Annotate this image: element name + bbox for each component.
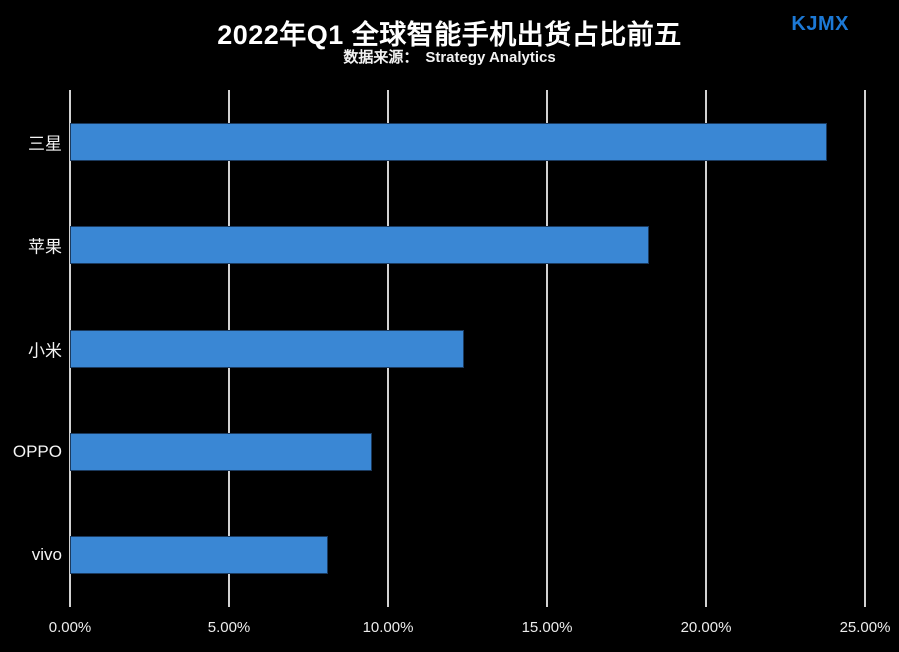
bar-苹果 xyxy=(70,226,649,265)
subtitle-source: Strategy Analytics xyxy=(425,49,556,66)
y-tick-label-小米: 小米 xyxy=(28,341,62,360)
bar-vivo xyxy=(70,536,328,575)
subtitle-label: 数据来源： xyxy=(343,49,419,66)
y-axis-labels: 三星苹果小米 OPPO vivo xyxy=(0,0,62,652)
chart-subtitle: 数据来源： Strategy Analytics xyxy=(0,46,899,67)
gridline-15.00% xyxy=(546,90,548,607)
gridline-20.00% xyxy=(705,90,707,607)
bar-小米 xyxy=(70,329,465,368)
y-tick-label-三星: 三星 xyxy=(28,134,62,154)
plot-area xyxy=(69,90,866,607)
x-tick-label-5.00%: 5.00% xyxy=(207,619,251,636)
x-tick-label-15.00%: 15.00% xyxy=(521,619,573,636)
gridline-25.00% xyxy=(864,90,866,607)
x-tick-label-0.00%: 0.00% xyxy=(48,619,92,636)
watermark-kjmx: KJMX xyxy=(791,13,849,35)
y-tick-label-vivo: vivo xyxy=(31,545,62,565)
x-tick-label-25.00%: 25.00% xyxy=(839,619,891,636)
x-tick-label-10.00%: 10.00% xyxy=(362,619,414,636)
y-tick-label-OPPO: OPPO xyxy=(12,441,62,461)
y-tick-label-苹果: 苹果 xyxy=(28,237,62,257)
x-tick-label-20.00%: 20.00% xyxy=(680,619,732,636)
bar-OPPO xyxy=(70,432,373,471)
chart-title: 2022年Q1 全球智能手机出货占比前五 xyxy=(217,20,682,50)
bar-三星 xyxy=(70,122,827,161)
